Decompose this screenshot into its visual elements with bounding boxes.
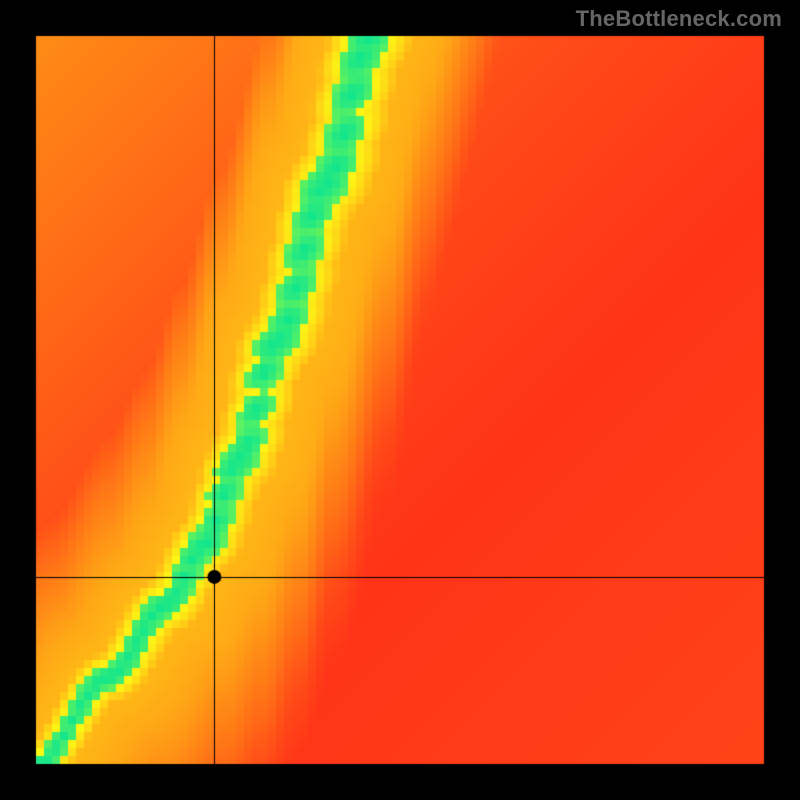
chart-container: TheBottleneck.com xyxy=(0,0,800,800)
watermark-text: TheBottleneck.com xyxy=(576,6,782,32)
heatmap-canvas xyxy=(0,0,800,800)
